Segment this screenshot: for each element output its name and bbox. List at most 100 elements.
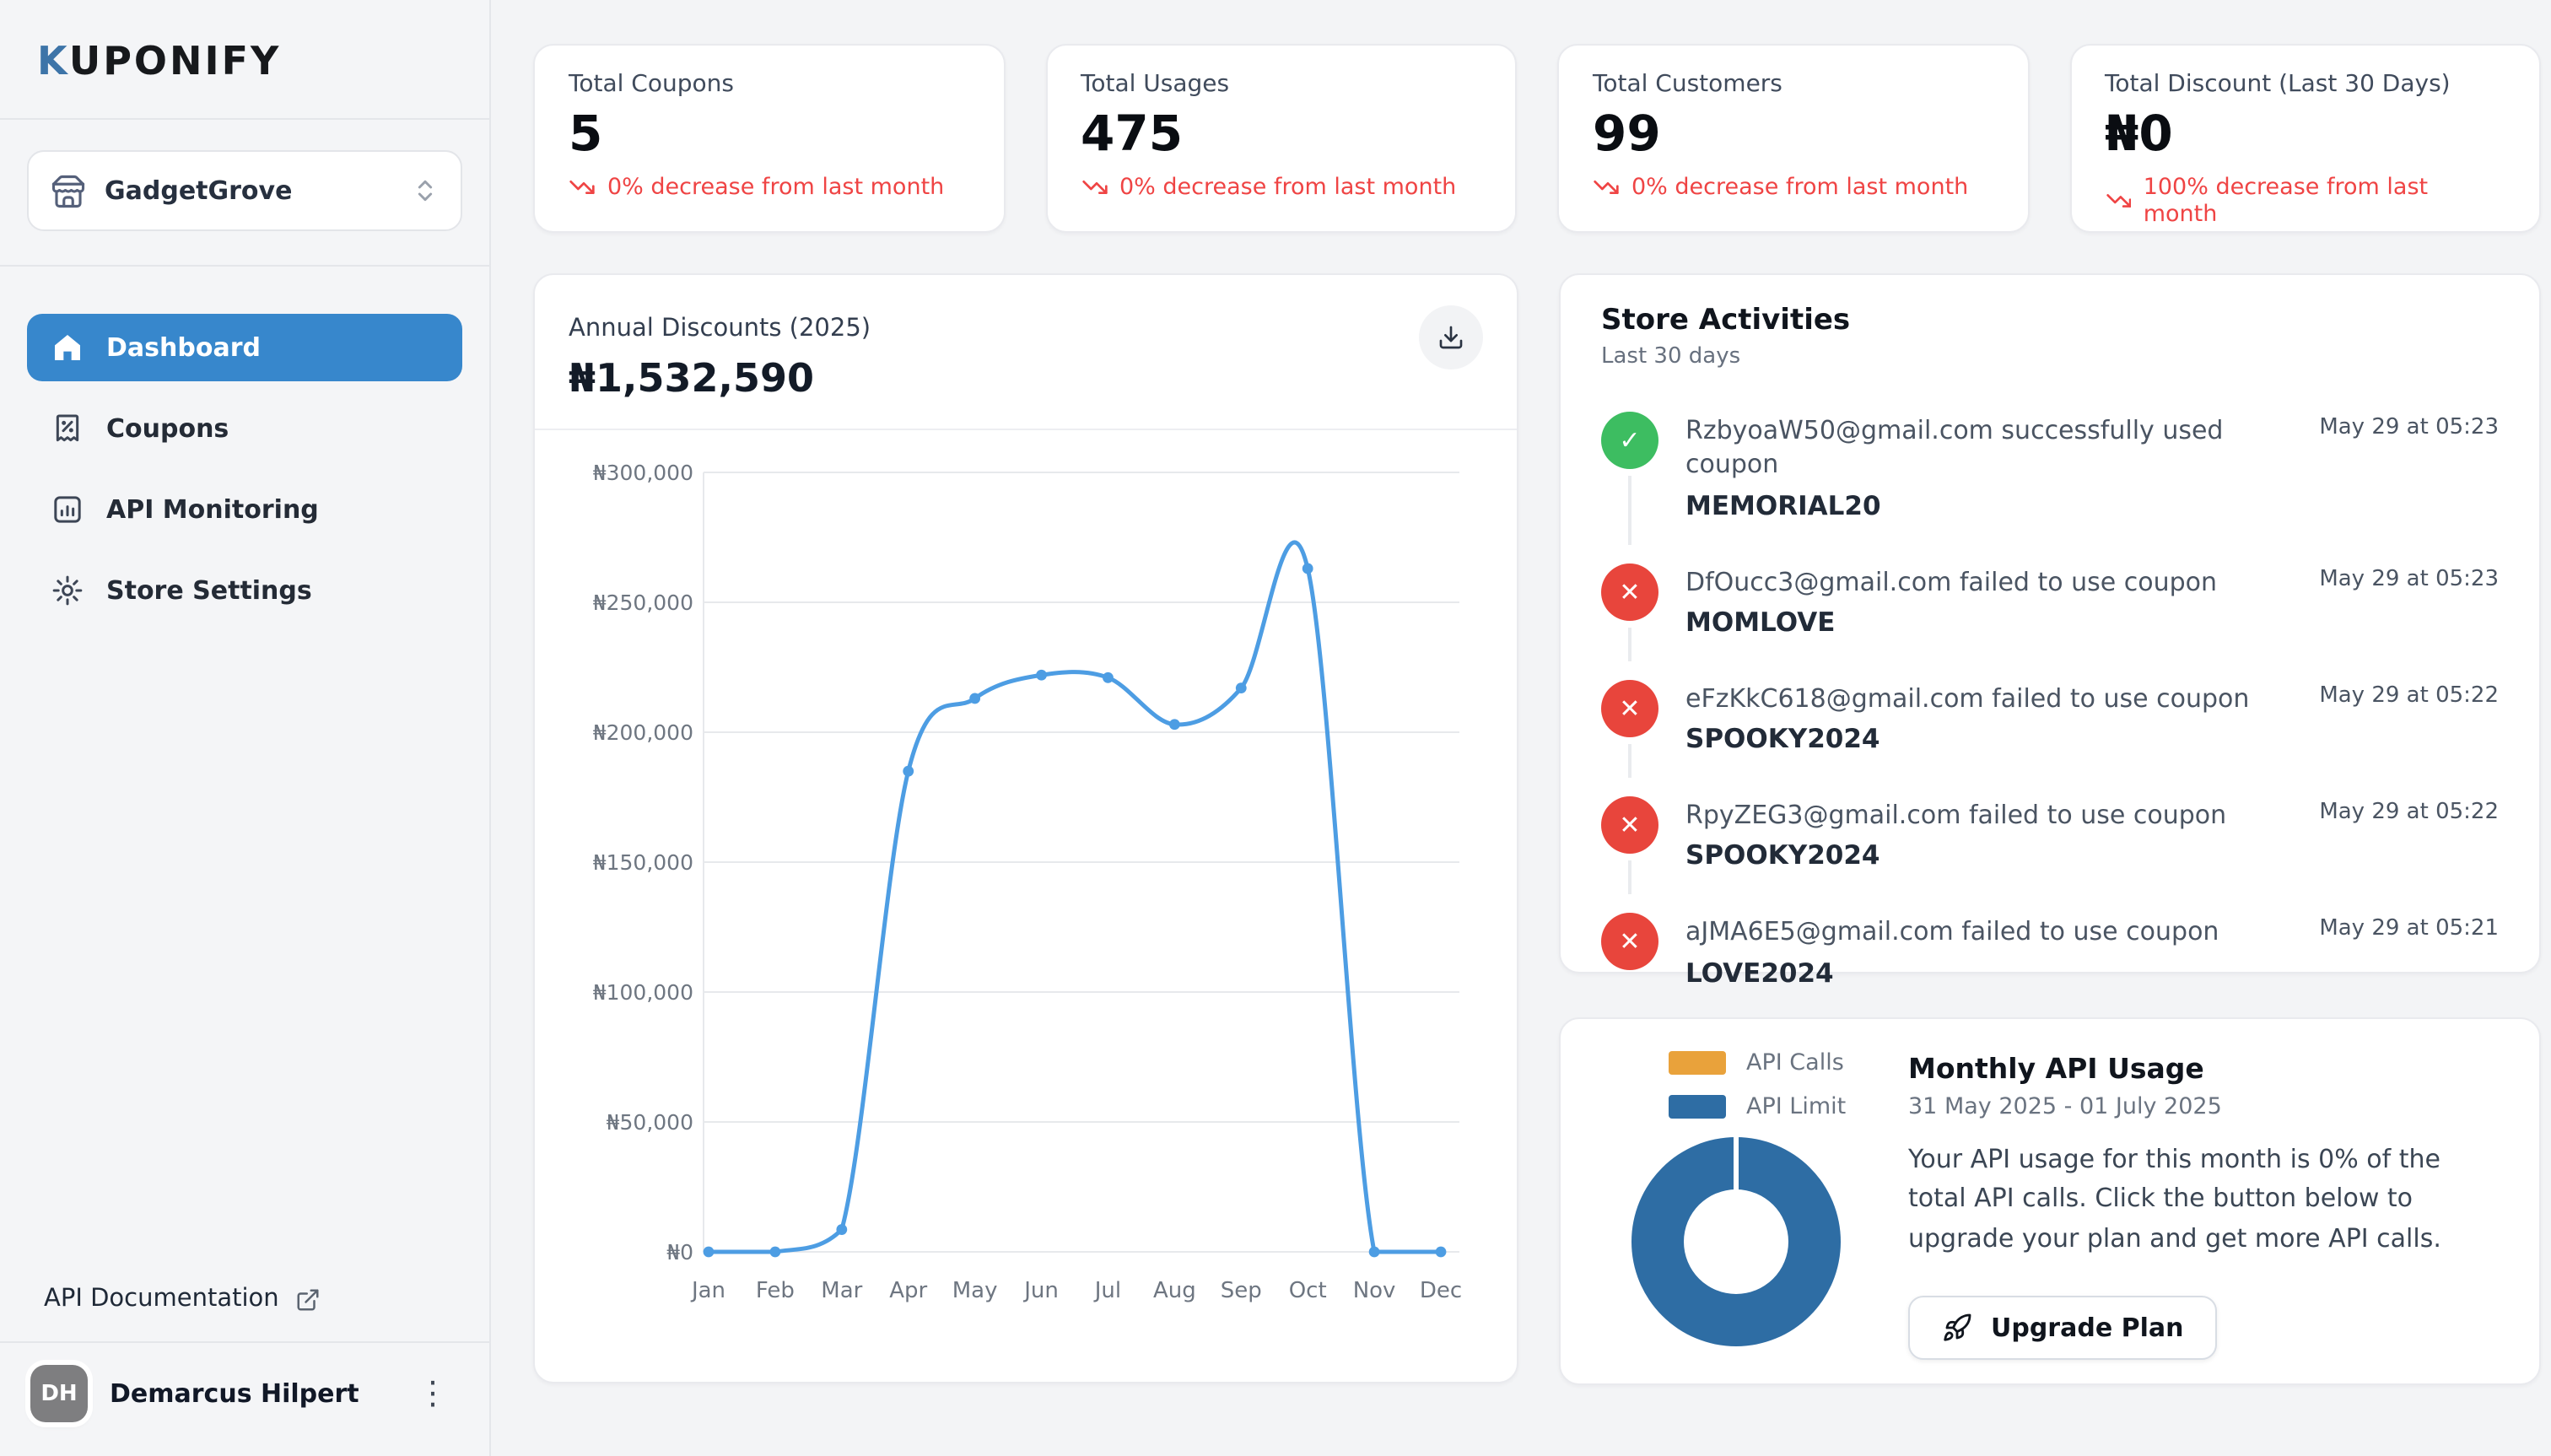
activity-status-icon: ✕ <box>1601 796 1658 854</box>
activity-status-icon: ✓ <box>1601 412 1658 469</box>
svg-text:Dec: Dec <box>1420 1278 1462 1303</box>
main-content: Total Coupons 5 0% decrease from last mo… <box>491 0 2551 1456</box>
activity-coupon-code: SPOOKY2024 <box>1685 840 1880 871</box>
sidebar-item-label: API Monitoring <box>106 494 319 525</box>
stat-delta: 100% decrease from last month <box>2105 174 2505 228</box>
activity-timestamp: May 29 at 05:22 <box>2319 800 2499 825</box>
upgrade-plan-label: Upgrade Plan <box>1991 1312 2184 1343</box>
sidebar-divider <box>0 1341 489 1343</box>
download-chart-button[interactable] <box>1419 305 1483 369</box>
stat-delta-text: 0% decrease from last month <box>1631 174 1969 201</box>
legend-swatch <box>1669 1051 1726 1075</box>
activity-status-icon: ✕ <box>1601 679 1658 737</box>
sidebar-item-store-settings[interactable]: Store Settings <box>27 557 462 624</box>
activity-coupon-code: MEMORIAL20 <box>1685 490 1881 520</box>
stat-delta: 0% decrease from last month <box>1081 174 1481 201</box>
activity-text: DfOucc3@gmail.com failed to use coupon <box>1685 566 2218 596</box>
stat-delta: 0% decrease from last month <box>1593 174 1993 201</box>
card-divider <box>535 429 1517 430</box>
activity-item: ✓ RzbyoaW50@gmail.com successfully used … <box>1601 396 2499 547</box>
upgrade-plan-button[interactable]: Upgrade Plan <box>1908 1295 2218 1360</box>
legend-swatch <box>1669 1095 1726 1119</box>
store-activities-card: Store Activities Last 30 days ✓ RzbyoaW5… <box>1559 273 2541 988</box>
chevrons-up-down-icon <box>412 177 439 204</box>
store-name: GadgetGrove <box>105 175 293 206</box>
activity-status-icon: ✕ <box>1601 563 1658 620</box>
sidebar-item-api-monitoring[interactable]: API Monitoring <box>27 476 462 543</box>
api-usage-title: Monthly API Usage <box>1908 1053 2204 1085</box>
stat-card-total-coupons: Total Coupons 5 0% decrease from last mo… <box>533 44 1005 233</box>
stat-card-total-usages: Total Usages 475 0% decrease from last m… <box>1045 44 1517 233</box>
activity-text: eFzKkC618@gmail.com failed to use coupon <box>1685 682 2250 714</box>
activity-timestamp: May 29 at 05:22 <box>2319 682 2499 709</box>
svg-text:Sep: Sep <box>1221 1278 1262 1303</box>
svg-text:₦100,000: ₦100,000 <box>593 980 693 1005</box>
home-icon <box>51 331 84 364</box>
stat-card-total-customers: Total Customers 99 0% decrease from last… <box>1557 44 2029 233</box>
activity-item: ✕ aJMA6E5@gmail.com failed to use coupon… <box>1601 898 2499 1016</box>
legend-label: API Limit <box>1746 1093 1847 1120</box>
stat-label: Total Usages <box>1081 71 1230 98</box>
kebab-menu-icon[interactable]: ⋮ <box>417 1374 449 1411</box>
legend-api-calls: API Calls <box>1669 1049 1874 1076</box>
sidebar-nav: Dashboard Coupons API Monitoring Store S… <box>27 314 462 624</box>
svg-text:₦150,000: ₦150,000 <box>593 850 693 875</box>
activity-text: aJMA6E5@gmail.com failed to use coupon <box>1685 916 2219 947</box>
activity-item: ✕ DfOucc3@gmail.com failed to use coupon… <box>1601 547 2499 665</box>
trending-down-icon <box>2106 194 2131 208</box>
legend-label: API Calls <box>1746 1049 1844 1076</box>
svg-text:Apr: Apr <box>889 1278 927 1303</box>
trending-down-icon <box>569 181 595 194</box>
svg-text:May: May <box>952 1278 998 1303</box>
api-documentation-label: API Documentation <box>44 1286 279 1313</box>
stat-value: ₦0 <box>2105 105 2173 162</box>
external-link-icon <box>296 1286 321 1312</box>
monthly-api-usage-card: API Calls API Limit Monthly API Usage 31… <box>1559 1017 2541 1385</box>
sidebar: KUPONIFY GadgetGrove Dashboard <box>0 0 491 1456</box>
sidebar-item-dashboard[interactable]: Dashboard <box>27 314 462 381</box>
activity-text: RpyZEG3@gmail.com failed to use coupon <box>1685 800 2227 830</box>
api-documentation-link[interactable]: API Documentation <box>27 1286 462 1341</box>
gear-icon <box>51 574 84 607</box>
svg-text:Mar: Mar <box>821 1278 862 1303</box>
sidebar-item-coupons[interactable]: Coupons <box>27 395 462 462</box>
stat-label: Total Discount (Last 30 Days) <box>2105 71 2451 98</box>
avatar: DH <box>30 1365 88 1422</box>
activity-timestamp: May 29 at 05:23 <box>2319 566 2499 591</box>
api-usage-donut <box>1631 1137 1841 1346</box>
svg-text:₦0: ₦0 <box>666 1240 693 1265</box>
activity-coupon-code: LOVE2024 <box>1685 957 1834 988</box>
svg-text:Nov: Nov <box>1353 1278 1396 1303</box>
legend-api-limit: API Limit <box>1669 1093 1874 1120</box>
stat-card-total-discount: Total Discount (Last 30 Days) ₦0 100% de… <box>2069 44 2541 233</box>
stat-label: Total Coupons <box>569 71 734 98</box>
activity-item: ✕ RpyZEG3@gmail.com failed to use coupon… <box>1601 781 2499 898</box>
chart-title: Annual Discounts (2025) <box>569 315 871 342</box>
activity-item: ✕ eFzKkC618@gmail.com failed to use coup… <box>1601 665 2499 782</box>
sidebar-divider <box>0 265 489 267</box>
svg-text:₦200,000: ₦200,000 <box>593 720 693 745</box>
store-selector[interactable]: GadgetGrove <box>27 150 462 231</box>
stat-delta: 0% decrease from last month <box>569 174 969 201</box>
sidebar-item-label: Dashboard <box>106 332 261 363</box>
svg-text:Feb: Feb <box>756 1278 795 1303</box>
stat-delta-text: 100% decrease from last month <box>2143 174 2429 228</box>
stat-value: 5 <box>569 105 603 162</box>
activities-list: ✓ RzbyoaW50@gmail.com successfully used … <box>1601 396 2499 1015</box>
annual-discounts-line-chart: ₦0 ₦50,000 ₦100,000 ₦150,000 ₦200,000 ₦250,00… <box>569 444 1483 1328</box>
svg-text:Aug: Aug <box>1153 1278 1196 1303</box>
trending-down-icon <box>1594 181 1619 194</box>
activity-status-icon: ✕ <box>1601 913 1658 971</box>
activity-timestamp: May 29 at 05:21 <box>2319 916 2499 942</box>
rocket-icon <box>1944 1313 1971 1341</box>
logo-rest: UPONIFY <box>68 40 282 84</box>
stat-value: 99 <box>1593 105 1661 162</box>
api-usage-description: Your API usage for this month is 0% of t… <box>1908 1144 2441 1253</box>
svg-text:Jan: Jan <box>690 1278 725 1303</box>
user-profile: DH Demarcus Hilpert ⋮ <box>27 1343 462 1422</box>
coupon-ticket-icon <box>51 412 84 445</box>
download-icon <box>1439 326 1463 349</box>
storefront-icon <box>51 173 86 208</box>
svg-text:₦50,000: ₦50,000 <box>607 1110 693 1135</box>
